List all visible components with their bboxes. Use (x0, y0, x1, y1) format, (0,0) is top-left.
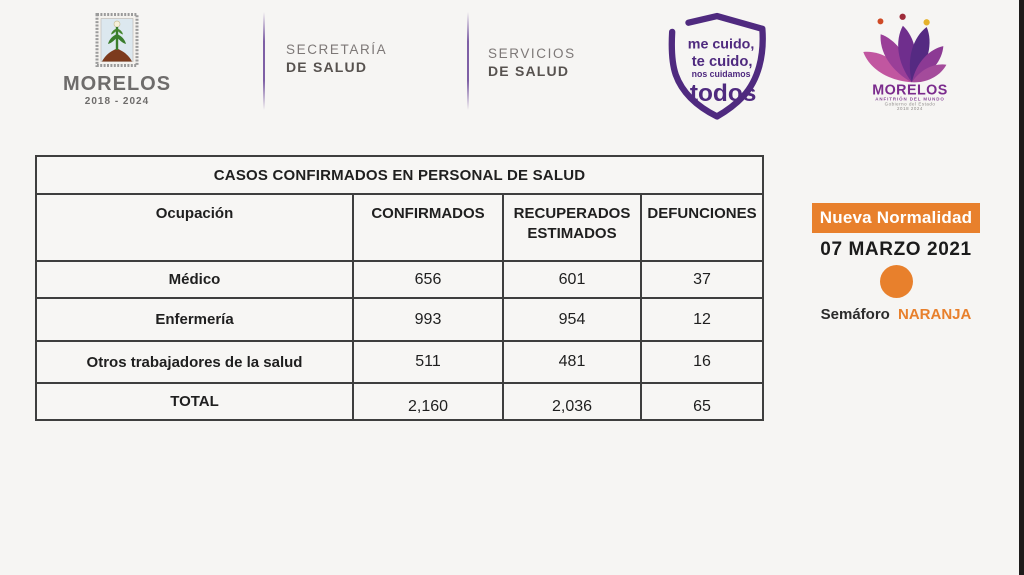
total-recuperados: 2,036 (502, 382, 642, 421)
morelos-coat-of-arms-icon (95, 13, 139, 67)
row-label: Médico (35, 260, 354, 299)
lotus-tagline: ANFITRIÓN DEL MUNDO (875, 94, 945, 101)
secretaria-line1: SECRETARÍA (286, 42, 388, 57)
table-row-enfermeria: Enfermería 993 954 12 (35, 297, 765, 342)
cell-recuperados: 481 (502, 340, 642, 384)
column-header-recuperados: RECUPERADOS ESTIMADOS (502, 193, 642, 262)
morelos-state-seal: MORELOS 2018 - 2024 (58, 13, 176, 107)
column-header-confirmados: CONFIRMADOS (352, 193, 504, 262)
cell-defunciones: 37 (639, 260, 765, 299)
cell-confirmados: 511 (352, 340, 504, 384)
lotus-years-line: 2018 2024 (897, 106, 923, 111)
total-confirmados: 2,160 (352, 382, 504, 421)
servicios-line1: SERVICIOS (488, 46, 576, 61)
total-defunciones: 65 (639, 382, 765, 421)
shield-text-line4: todos (690, 80, 757, 107)
servicios-line2: DE SALUD (488, 62, 570, 79)
column-header-ocupacion: Ocupación (35, 193, 354, 262)
table-row-otros-trabajadores: Otros trabajadores de la salud 511 481 1… (35, 340, 765, 384)
header-divider (467, 12, 469, 110)
casos-confirmados-table: CASOS CONFIRMADOS EN PERSONAL DE SALUD O… (34, 155, 765, 421)
me-cuido-shield-logo: me cuido, te cuido, nos cuidamos todos (656, 12, 778, 125)
secretaria-line2: DE SALUD (286, 58, 368, 75)
seal-years: 2018 - 2024 (84, 96, 150, 107)
row-label: Otros trabajadores de la salud (35, 340, 354, 384)
right-edge-strip (1019, 0, 1024, 575)
lotus-gov-line: Gobierno del Estado (885, 101, 936, 106)
semaforo-status-panel: Nueva Normalidad 07 MARZO 2021 Semáforo … (812, 203, 980, 323)
shield-text-line1: me cuido, (688, 37, 755, 53)
secretaria-de-salud-wordmark: SECRETARÍA DE SALUD (286, 42, 387, 76)
table-title: CASOS CONFIRMADOS EN PERSONAL DE SALUD (34, 155, 765, 195)
semaforo-label: Semáforo (820, 306, 890, 323)
lotus-wordmark: MORELOS (872, 82, 948, 98)
table-header-row: Ocupación CONFIRMADOS RECUPERADOS ESTIMA… (35, 193, 765, 262)
shield-text-line3: nos cuidamos (692, 69, 751, 79)
cell-defunciones: 12 (639, 297, 765, 342)
servicios-de-salud-wordmark: SERVICIOS DE SALUD (488, 46, 576, 80)
semaforo-line: Semáforo NARANJA (812, 306, 980, 323)
total-label: TOTAL (35, 382, 354, 421)
seal-wordmark: MORELOS (62, 73, 172, 95)
cell-confirmados: 993 (352, 297, 504, 342)
morelos-anfitrion-logo: MORELOS ANFITRIÓN DEL MUNDO Gobierno del… (862, 12, 958, 117)
column-header-defunciones: DEFUNCIONES (639, 193, 765, 262)
table-title-row: CASOS CONFIRMADOS EN PERSONAL DE SALUD (34, 155, 765, 195)
semaforo-orange-circle-icon (879, 265, 913, 298)
shield-text-line2: te cuido, (692, 54, 753, 70)
lotus-flower-icon: MORELOS ANFITRIÓN DEL MUNDO Gobierno del… (863, 13, 948, 111)
shield-outline-icon: me cuido, te cuido, nos cuidamos todos (668, 12, 766, 120)
cell-confirmados: 656 (352, 260, 504, 299)
table-row-total: TOTAL 2,160 2,036 65 (35, 382, 765, 421)
cell-recuperados: 601 (502, 260, 642, 299)
nueva-normalidad-badge: Nueva Normalidad (812, 203, 980, 233)
table-row-medico: Médico 656 601 37 (35, 260, 765, 299)
cell-recuperados: 954 (502, 297, 642, 342)
status-date: 07 MARZO 2021 (820, 239, 972, 260)
cell-defunciones: 16 (639, 340, 765, 384)
semaforo-value: NARANJA (898, 306, 972, 323)
header-divider (263, 12, 265, 110)
row-label: Enfermería (35, 297, 354, 342)
